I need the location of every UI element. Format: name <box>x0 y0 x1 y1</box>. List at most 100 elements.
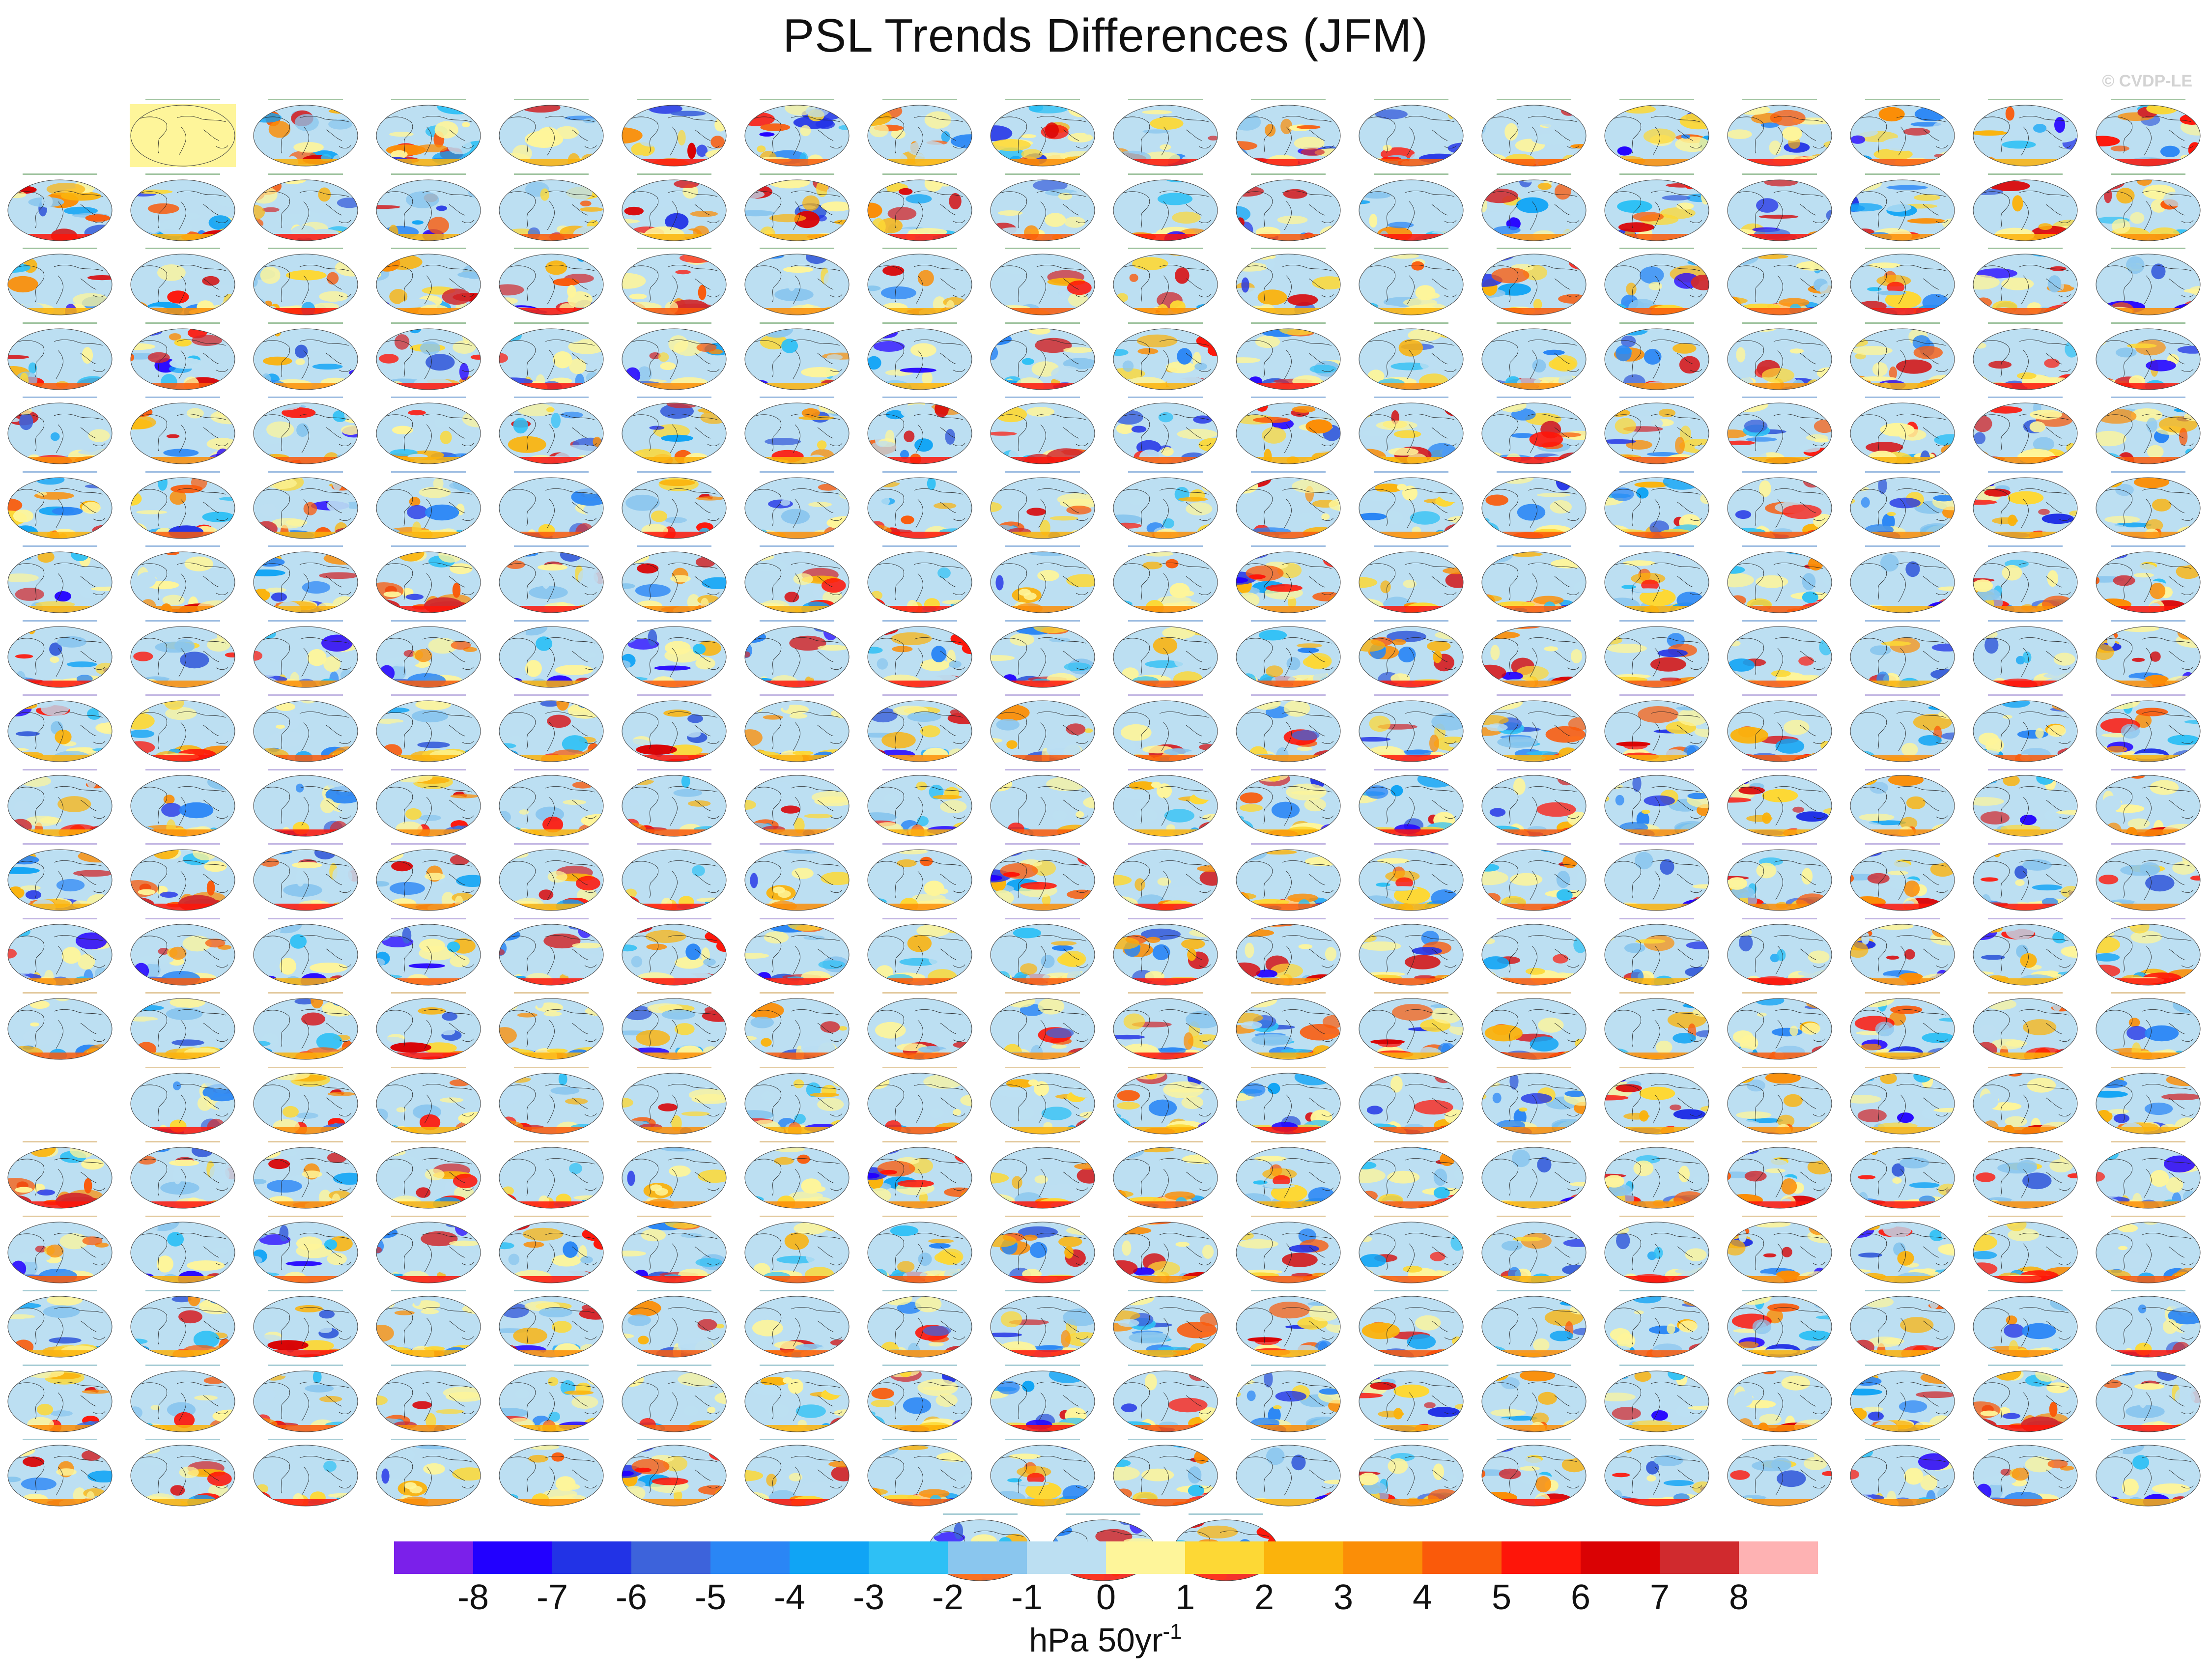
panel-title-placeholder <box>1604 841 1710 845</box>
trend-map <box>1850 1296 1955 1358</box>
map-outline <box>1236 551 1341 613</box>
trend-panel <box>130 1064 247 1138</box>
coastline <box>1612 488 1702 528</box>
map-outline <box>744 254 850 315</box>
trend-panel <box>7 543 124 617</box>
panel-title-placeholder <box>1481 915 1587 919</box>
trend-map <box>1113 179 1218 241</box>
panel-title-placeholder <box>1849 1139 1956 1142</box>
coastline <box>2103 860 2194 900</box>
map-outline <box>1359 626 1464 687</box>
map-outline <box>253 775 358 836</box>
trend-panel <box>1972 990 2089 1063</box>
panel-title-placeholder <box>1604 96 1710 100</box>
trend-panel <box>2095 469 2211 542</box>
panel-title-placeholder <box>7 394 113 398</box>
trend-panel <box>130 618 247 691</box>
trend-panel <box>2095 1436 2211 1510</box>
panel-title-placeholder <box>130 915 236 919</box>
trend-panel <box>990 320 1106 394</box>
map-outline <box>744 477 850 539</box>
map-outline <box>867 775 972 836</box>
map-outline <box>867 1370 972 1432</box>
map-outline <box>867 551 972 613</box>
map-outline <box>1850 775 1955 836</box>
panel-title-placeholder <box>1849 543 1956 547</box>
panel-title-placeholder <box>130 543 236 547</box>
colorbar-units: hPa 50yr-1 <box>0 1620 2211 1659</box>
panel-title-placeholder <box>744 320 850 324</box>
panel-title-placeholder <box>130 469 236 473</box>
panel-title-placeholder <box>375 394 482 398</box>
panel-title-placeholder <box>130 171 236 175</box>
trend-map <box>1604 254 1709 315</box>
trend-panel <box>621 1287 738 1361</box>
trend-map <box>1113 254 1218 315</box>
map-outline <box>253 1370 358 1432</box>
panel-title-placeholder <box>1727 1287 1833 1291</box>
trend-panel <box>1972 320 2089 394</box>
panel-title-placeholder <box>130 1287 236 1291</box>
map-outline <box>130 179 235 241</box>
trend-map <box>990 105 1095 167</box>
trend-panel <box>498 915 615 989</box>
map-outline <box>867 179 972 241</box>
trend-map <box>1973 1073 2078 1134</box>
panel-title-placeholder <box>1972 692 2078 696</box>
panel-title-placeholder <box>375 543 482 547</box>
panel-title-placeholder <box>375 171 482 175</box>
coastline <box>875 637 965 677</box>
trend-panel <box>1358 618 1475 691</box>
trend-map <box>1113 1222 1218 1283</box>
trend-map <box>2096 551 2201 613</box>
trend-panel <box>1972 1213 2089 1287</box>
trend-panel <box>130 245 247 319</box>
map-outline <box>1113 1296 1218 1358</box>
coastline <box>2103 1456 2194 1496</box>
panel-title-placeholder <box>744 915 850 919</box>
coastline <box>138 935 228 974</box>
coastline <box>875 712 965 751</box>
trend-map <box>1973 551 2078 613</box>
map-outline <box>2096 1073 2201 1134</box>
coastline <box>1366 116 1457 156</box>
coastline <box>2103 1083 2194 1123</box>
coastline <box>1244 786 1334 826</box>
panel-title-placeholder <box>1235 1287 1341 1291</box>
coastline <box>1244 935 1334 974</box>
coastline <box>15 265 106 305</box>
panel-title-placeholder <box>990 915 1096 919</box>
panel-title-placeholder <box>1481 618 1587 622</box>
trend-map <box>1113 328 1218 390</box>
trend-panel <box>867 841 984 914</box>
coastline <box>1121 1009 1211 1049</box>
map-outline <box>499 1445 604 1507</box>
trend-map <box>1481 775 1587 836</box>
map-outline <box>130 1073 235 1134</box>
map-outline <box>7 998 113 1060</box>
coastline <box>629 1083 720 1123</box>
trend-map <box>1727 1073 1832 1134</box>
trend-map <box>499 998 604 1060</box>
map-outline <box>1359 477 1464 539</box>
trend-map <box>253 328 358 390</box>
coastline <box>752 1456 843 1496</box>
trend-panel <box>867 915 984 989</box>
panel-title-placeholder <box>1235 618 1341 622</box>
trend-map <box>1973 402 2078 464</box>
coastline <box>384 1232 474 1272</box>
panel-title-placeholder <box>744 1139 850 1142</box>
trend-map <box>622 775 727 836</box>
trend-panel <box>375 915 492 989</box>
map-outline <box>1236 1147 1341 1209</box>
panel-title-placeholder <box>867 171 973 175</box>
trend-panel <box>1358 543 1475 617</box>
trend-map <box>1973 1296 2078 1358</box>
trend-panel <box>253 618 369 691</box>
map-outline <box>1359 328 1464 390</box>
map-outline <box>744 775 850 836</box>
trend-panel <box>990 1436 1106 1510</box>
trend-panel <box>621 618 738 691</box>
coastline <box>1612 1232 1702 1272</box>
panel-title-placeholder <box>1481 767 1587 770</box>
